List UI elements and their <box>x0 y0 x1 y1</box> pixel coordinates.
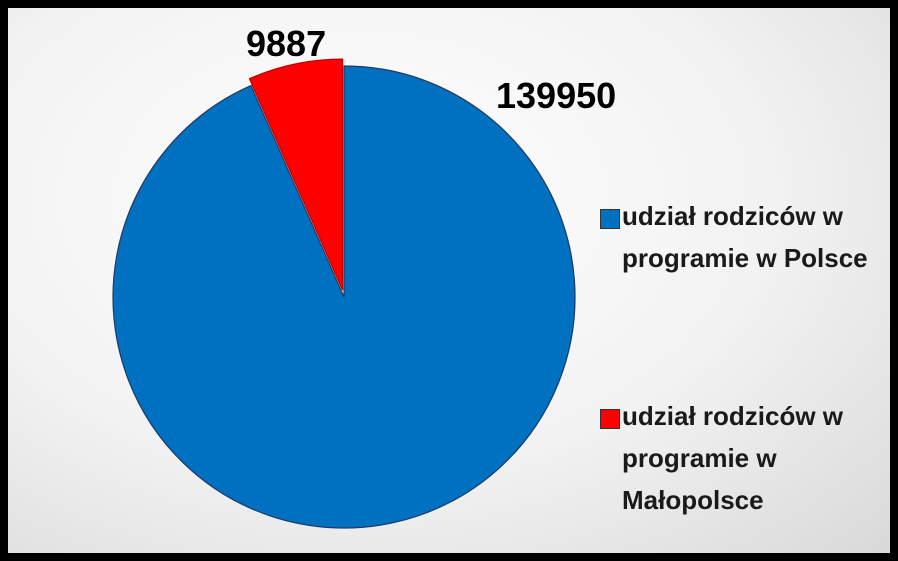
legend-label: udział rodziców w programie w Polsce <box>622 201 868 273</box>
legend-swatch <box>600 409 620 429</box>
data-label: 139950 <box>496 75 617 116</box>
pie-slice <box>112 65 576 529</box>
legend-swatch <box>600 209 620 229</box>
legend-label: udział rodziców w programie w Małopolsce <box>622 401 844 515</box>
data-label: 9887 <box>246 23 327 64</box>
pie-slice <box>248 58 344 291</box>
